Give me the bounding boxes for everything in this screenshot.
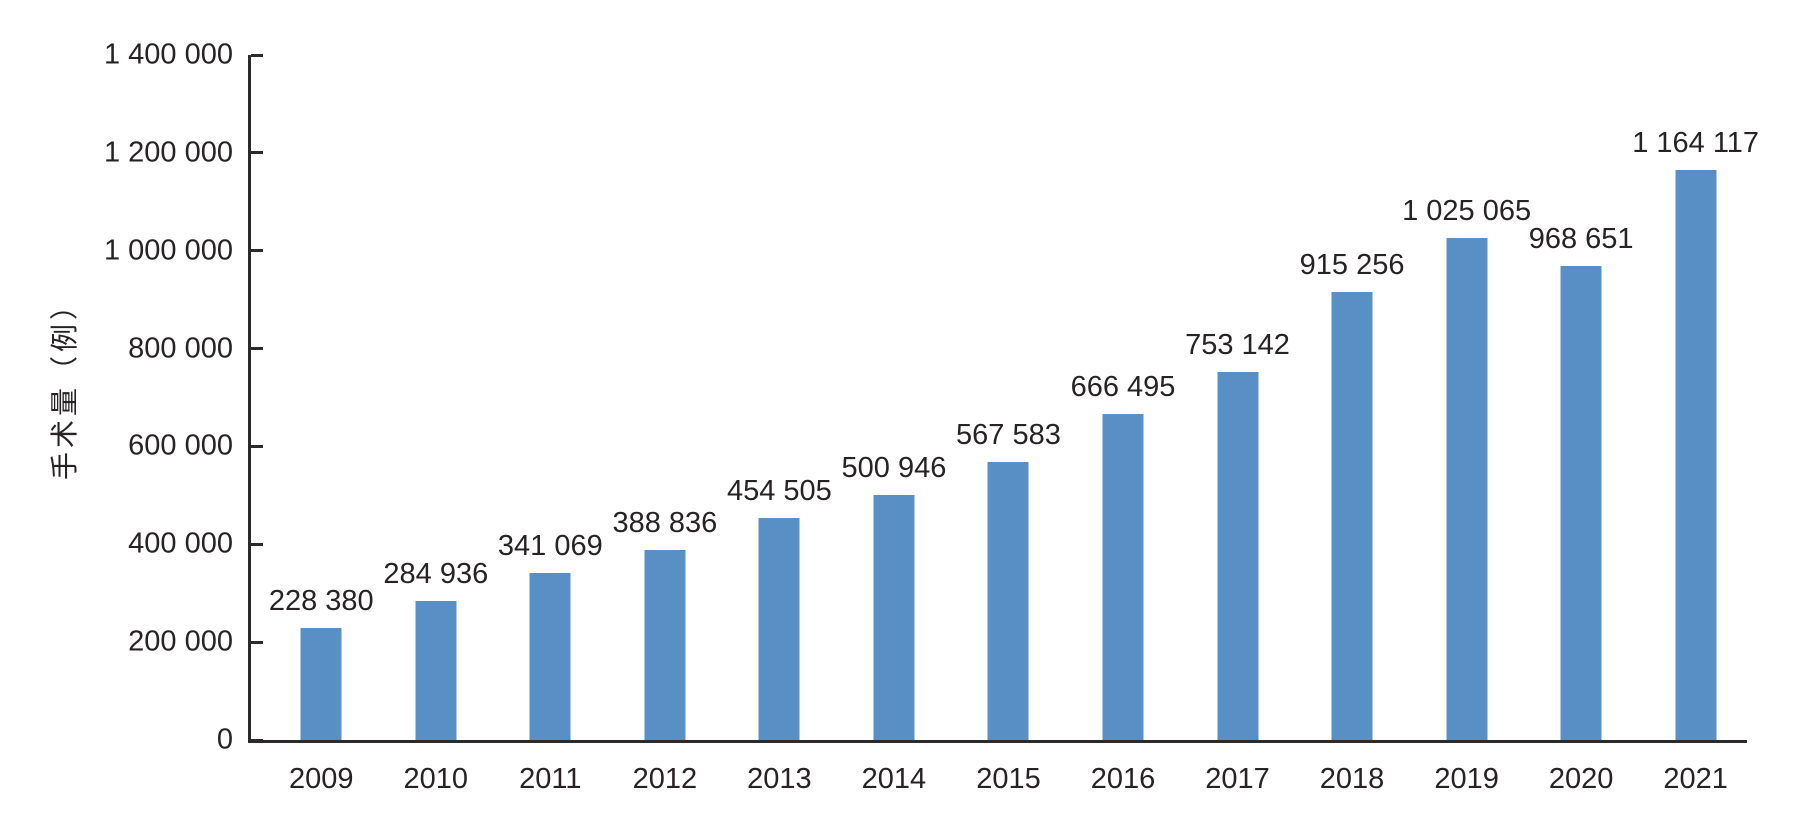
x-tick-label: 2020 [1548,763,1614,795]
bar-slot: 454 505 2013 [722,55,837,793]
y-tick-label: 1 400 000 [103,38,233,71]
x-tick-label: 2013 [747,763,812,795]
bar [300,628,342,740]
bar [1446,238,1488,740]
bar-value-label: 388 836 [612,506,718,539]
bar-value-label: 228 380 [268,585,374,618]
x-tick-label: 2017 [1205,763,1270,795]
y-tick-mark [251,640,263,644]
x-tick-label: 2018 [1319,763,1385,795]
y-tick-label: 1 000 000 [103,234,233,267]
x-tick-label: 2019 [1434,763,1499,795]
bar-value-label: 341 069 [497,530,603,563]
bar-slot: 228 380 2009 [264,55,379,794]
bar-slot: 567 583 2015 [951,55,1066,794]
bar [1675,170,1717,740]
y-tick-label: 800 000 [128,332,233,365]
x-tick-label: 2010 [403,763,469,795]
bar-series: 228 380 2009 284 936 2010 341 069 2011 388 836… [264,55,1759,794]
bar-slot: 753 142 2017 [1180,55,1295,794]
bar [987,462,1029,740]
bar-value-label: 500 946 [841,451,947,484]
bar-slot: 968 651 2020 [1524,55,1639,794]
y-tick-mark [251,738,263,742]
y-tick-mark [251,151,263,155]
x-tick-label: 2009 [289,763,354,795]
bar-slot: 388 836 2012 [608,55,723,793]
y-tick-mark [251,444,263,448]
bar-value-label: 567 583 [956,419,1061,452]
y-tick-label: 600 000 [128,429,233,462]
plot-area: 228 380 2009 284 936 2010 341 069 2011 388 836… [248,53,1759,794]
bar-slot: 284 936 2010 [379,55,494,793]
y-tick-mark [251,53,263,57]
y-tick-mark [251,347,263,351]
x-tick-label: 2016 [1090,763,1156,795]
bar-slot: 341 069 2011 [493,55,608,794]
bar [415,600,457,740]
y-tick-label: 400 000 [128,527,233,560]
x-tick-label: 2021 [1663,763,1728,795]
bar-value-label: 753 142 [1185,328,1290,361]
bar-slot: 666 495 2016 [1066,55,1181,793]
bar [1560,266,1602,740]
bar [529,573,571,740]
x-tick-label: 2015 [976,763,1041,795]
y-tick-label: 200 000 [128,625,233,658]
bar-value-label: 968 651 [1528,223,1634,256]
bar [644,549,686,740]
bar-value-label: 915 256 [1299,249,1405,282]
x-tick-label: 2011 [519,763,582,795]
bar [873,494,915,740]
bar-value-label: 1 164 117 [1632,127,1760,160]
bar-value-label: 666 495 [1070,370,1176,403]
bar-value-label: 1 025 065 [1402,195,1532,228]
bar [758,517,800,740]
bar-slot: 915 256 2018 [1295,55,1410,794]
bar-slot: 1 164 117 2021 [1632,55,1759,794]
y-tick-label: 0 [216,723,233,756]
y-tick-label: 1 200 000 [103,136,233,169]
bar-slot: 500 946 2014 [837,55,952,793]
x-tick-label: 2014 [861,763,927,795]
y-tick-mark [251,249,263,253]
x-tick-label: 2012 [632,763,698,795]
bar [1102,413,1144,740]
bar [1331,292,1373,740]
bar [1217,371,1259,740]
bar-value-label: 454 505 [726,474,832,507]
bar-slot: 1 025 065 2019 [1402,55,1531,794]
bar-value-label: 284 936 [383,557,489,590]
y-tick-mark [251,542,263,546]
